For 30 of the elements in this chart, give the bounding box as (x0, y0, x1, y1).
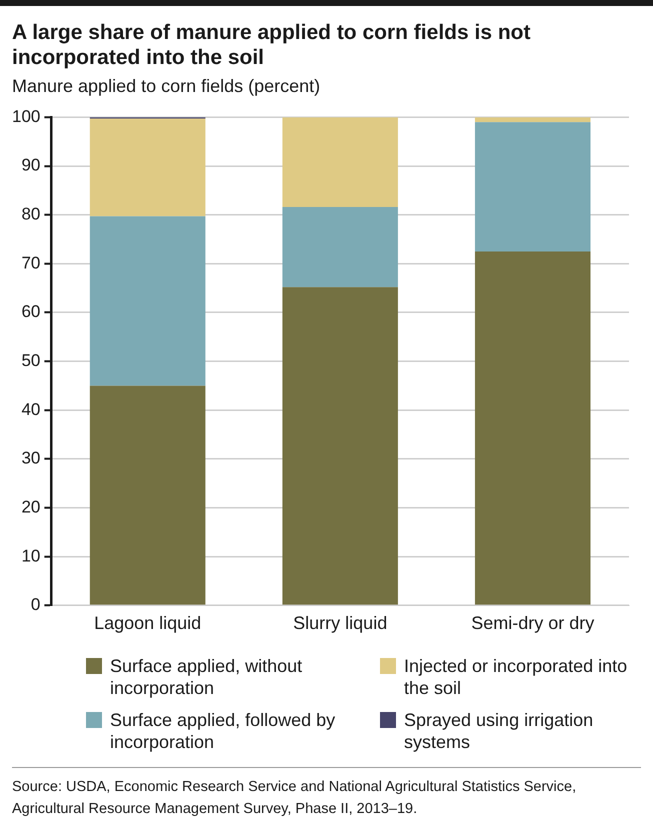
y-tick-label: 50 (21, 350, 40, 370)
bar (474, 251, 590, 605)
y-tick-label: 30 (21, 448, 40, 468)
y-tick-label: 40 (21, 400, 40, 419)
legend-label: Surface applied, followed by incorporation (110, 709, 336, 753)
y-tick-label: 80 (21, 204, 40, 224)
y-tick-label: 60 (21, 302, 40, 322)
source-note: Source: USDA, Economic Research Service and National Agricultural Statistics Service, Agricultural Resource Management Survey, Phase II, 2013–19. (12, 767, 641, 820)
bar (474, 117, 590, 122)
bar (90, 118, 206, 216)
bar (282, 117, 398, 208)
y-tick-label: 20 (21, 497, 40, 516)
bar (282, 287, 398, 605)
chart-title: A large share of manure applied to corn fields is not incorporated into the soil (12, 20, 532, 70)
bar (474, 122, 590, 252)
x-tick-label: Slurry liquid (293, 613, 388, 634)
x-tick-label: Semi-dry or dry (471, 613, 594, 634)
legend-label: Surface applied, without incorporation (110, 655, 304, 699)
y-tick-label: 100 (12, 106, 40, 126)
y-tick-label: 70 (21, 253, 40, 272)
legend-label: Sprayed using irrigation systems (404, 709, 594, 753)
chart-subtitle: Manure applied to corn fields (percent) (12, 76, 322, 97)
y-tick-label: 90 (21, 156, 40, 175)
bar (90, 386, 206, 605)
bar (90, 216, 206, 386)
x-tick-label: Lagoon liquid (94, 613, 202, 634)
bar (282, 207, 398, 288)
legend-label: Injected or incorporated into the soil (404, 655, 628, 699)
y-tick-label: 10 (21, 546, 40, 566)
y-tick-label: 0 (30, 595, 40, 614)
